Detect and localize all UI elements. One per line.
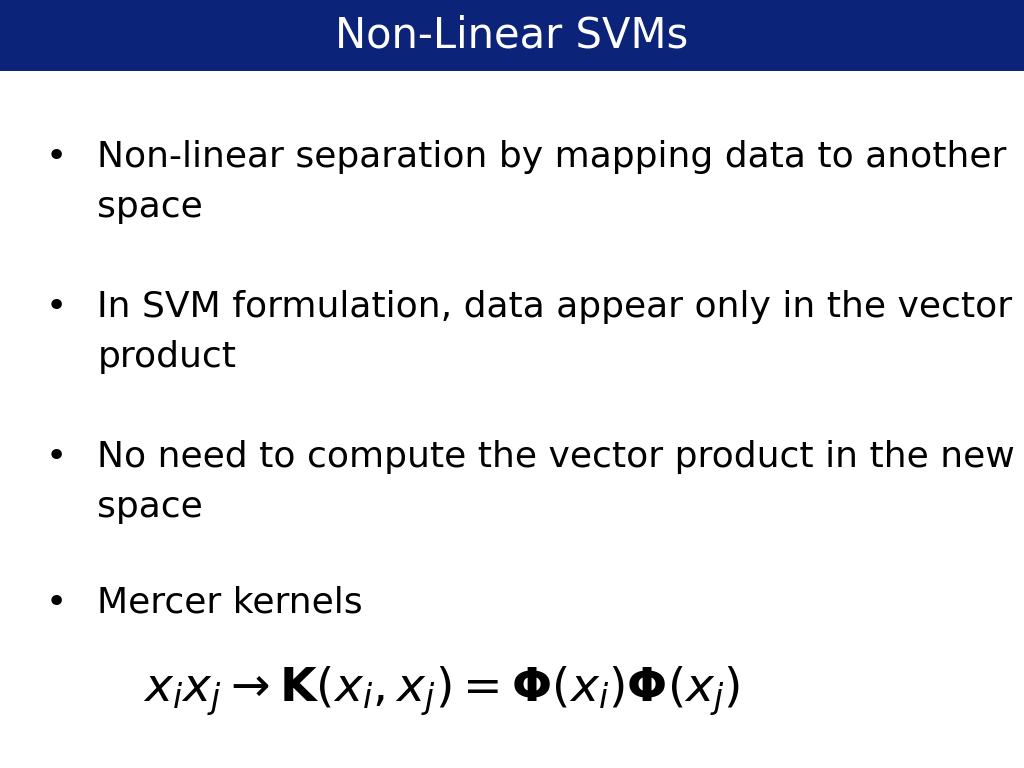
Text: In SVM formulation, data appear only in the vector: In SVM formulation, data appear only in … <box>97 290 1013 324</box>
Text: space: space <box>97 490 203 524</box>
Text: •: • <box>46 141 67 174</box>
FancyBboxPatch shape <box>0 0 1024 71</box>
Text: •: • <box>46 586 67 620</box>
Text: Non-Linear SVMs: Non-Linear SVMs <box>336 15 688 56</box>
Text: No need to compute the vector product in the new: No need to compute the vector product in… <box>97 440 1015 474</box>
Text: Mercer kernels: Mercer kernels <box>97 586 362 620</box>
Text: Non-linear separation by mapping data to another: Non-linear separation by mapping data to… <box>97 141 1007 174</box>
Text: $x_ix_j \rightarrow \mathbf{K}(x_i, x_j) = \mathbf{\Phi}(x_i)\mathbf{\Phi}(x_j)$: $x_ix_j \rightarrow \mathbf{K}(x_i, x_j)… <box>143 664 740 718</box>
Text: •: • <box>46 440 67 474</box>
Text: product: product <box>97 340 237 374</box>
Text: •: • <box>46 290 67 324</box>
Text: space: space <box>97 190 203 224</box>
